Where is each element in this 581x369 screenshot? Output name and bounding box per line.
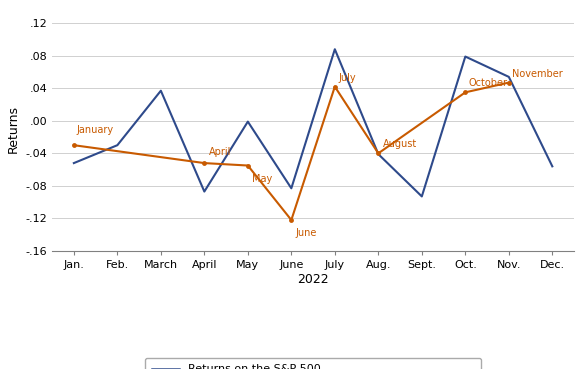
Y-axis label: Returns: Returns	[7, 105, 20, 153]
Legend: Returns on the S&P 500, Change in Returns Associated with Monetary Policy: Returns on the S&P 500, Change in Return…	[145, 358, 481, 369]
Text: June: June	[296, 228, 317, 238]
Text: August: August	[383, 139, 417, 149]
Text: January: January	[76, 125, 113, 135]
Text: April: April	[209, 147, 231, 158]
X-axis label: 2022: 2022	[297, 273, 329, 286]
Text: November: November	[512, 69, 563, 79]
Text: October: October	[469, 78, 508, 88]
Text: July: July	[338, 73, 356, 83]
Text: May: May	[252, 174, 272, 184]
